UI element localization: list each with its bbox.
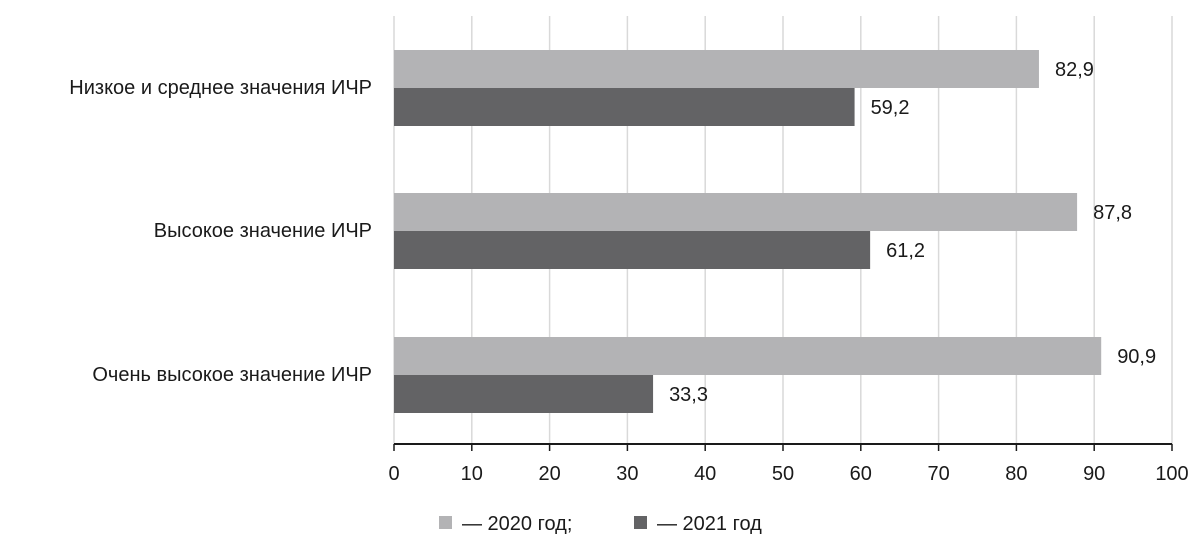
x-tick-label-60: 60 (850, 463, 872, 485)
x-tick-label-20: 20 (538, 463, 560, 485)
legend-swatch-2021 (634, 516, 647, 529)
x-tick-label-30: 30 (616, 463, 638, 485)
bars: 82,9 59,2 87,8 61,2 90,9 33,3 (394, 50, 1156, 413)
value-label-2020-2: 90,9 (1117, 346, 1156, 368)
category-label-2: Очень высокое значение ИЧР (92, 364, 372, 386)
bar-2021-2 (394, 375, 654, 413)
bar-2020-2 (394, 337, 1102, 375)
category-label-0: Низкое и среднее значения ИЧР (69, 77, 372, 99)
bar-2021-0 (394, 88, 855, 126)
x-axis: 0 10 20 30 40 50 60 70 80 90 100 (388, 443, 1189, 485)
value-label-2020-1: 87,8 (1093, 202, 1132, 224)
bar-2020-0 (394, 50, 1039, 88)
x-tick-label-40: 40 (694, 463, 716, 485)
bar-2020-1 (394, 193, 1078, 231)
x-tick-label-50: 50 (772, 463, 794, 485)
value-label-2021-0: 59,2 (871, 97, 910, 119)
value-label-2020-0: 82,9 (1055, 59, 1094, 81)
x-tick-label-80: 80 (1005, 463, 1027, 485)
x-tick-label-0: 0 (388, 463, 399, 485)
legend: — 2020 год; — 2021 год (439, 513, 762, 535)
legend-swatch-2020 (439, 516, 452, 529)
value-label-2021-1: 61,2 (886, 240, 925, 262)
x-tick-label-70: 70 (927, 463, 949, 485)
value-label-2021-2: 33,3 (669, 384, 708, 406)
x-tick-label-90: 90 (1083, 463, 1105, 485)
x-tick-label-100: 100 (1155, 463, 1188, 485)
category-label-1: Высокое значение ИЧР (154, 220, 372, 242)
bar-2021-1 (394, 231, 871, 269)
x-tick-label-10: 10 (461, 463, 483, 485)
category-labels: Низкое и среднее значения ИЧР Высокое зна… (69, 77, 372, 386)
legend-label-2020: — 2020 год; (462, 513, 572, 535)
legend-label-2021: — 2021 год (657, 513, 762, 535)
